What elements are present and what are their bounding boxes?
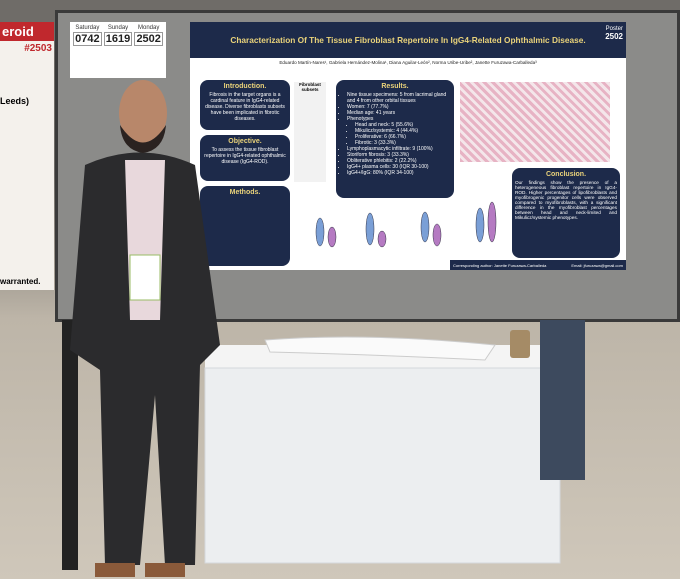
objective-box: Objective. To assess the tissue fibroblas… [200, 135, 290, 181]
badge [129, 254, 161, 301]
left-poster-number: #2503 [24, 43, 52, 54]
heading: Objective. [228, 138, 262, 145]
left-poster-title: eroid [0, 22, 54, 41]
poster-number: Poster 2502 [605, 26, 623, 41]
heading: Methods. [229, 189, 261, 196]
result-item: IgG4+ plasma cells: 30 (IQR 30-100) [347, 164, 451, 170]
day-name: Monday [138, 25, 160, 31]
email: Email: jfuruzawa@gmail.com [571, 262, 623, 268]
poster-footer: Corresponding author: Janette Furuzawa-C… [450, 260, 626, 270]
day-number: 2502 [134, 32, 164, 46]
histology-images [460, 82, 610, 162]
shoe [95, 563, 135, 577]
result-item: Fibrotic: 3 (33.3%) [355, 140, 451, 146]
cloth [264, 336, 496, 361]
heading: Conclusion. [545, 171, 587, 178]
person-beard [120, 125, 166, 153]
violin-plots [315, 201, 497, 248]
day-cell: Monday 2502 [134, 25, 164, 75]
poster-label: Poster [605, 26, 623, 32]
result-item: Nine tissue specimens: 5 from lacrimal g… [347, 92, 451, 104]
result-item: Proliferative: 6 (66.7%) [355, 134, 451, 140]
day-number: 0742 [73, 32, 102, 46]
person-suit [70, 152, 220, 565]
day-counter: Saturday 0742 Sunday 1619 Monday 2502 [70, 22, 166, 78]
introduction-box: Introduction. Fibrosis in the target orga… [200, 80, 290, 130]
poster-number-value: 2502 [605, 32, 623, 41]
result-item: Lymphoplasmacytic infiltrate: 9 (100%) [347, 146, 451, 152]
text: Fibrosis in the target organs is a cardi… [205, 92, 285, 122]
heading: Results. [381, 83, 409, 90]
author: Corresponding author: Janette Furuzawa-C… [453, 262, 547, 268]
poster-title: Characterization Of The Tissue Fibroblas… [190, 22, 626, 58]
left-poster-subtitle: Leeds) [0, 96, 30, 106]
authors: Eduardo Martín-Nares¹, Gabriela Hernánde… [279, 60, 537, 65]
result-item: Median age: 41 years [347, 110, 451, 116]
result-item: IgG4+/IgG: 80% (IQR 34-100) [347, 170, 451, 176]
day-cell: Saturday 0742 [73, 25, 102, 75]
main-poster: Characterization Of The Tissue Fibroblas… [190, 22, 626, 270]
table-skirt [204, 367, 561, 564]
result-item: Obliterative phlebitis: 2 (22.2%) [347, 158, 451, 164]
day-number: 1619 [103, 32, 133, 46]
day-name: Sunday [107, 25, 129, 31]
result-item: Storiform fibrosis: 3 (33.3%) [347, 152, 451, 158]
results-box: Results. Nine tissue specimens: 5 from la… [336, 80, 454, 198]
left-poster-footer: warranted. [0, 277, 41, 286]
board-leg [62, 320, 78, 570]
text: Our findings show the presence of a hete… [515, 180, 617, 220]
fibroblast-subsets: Fibroblast subsets [294, 82, 326, 182]
cup [510, 330, 530, 358]
heading: Fibroblast subsets [299, 82, 321, 92]
results-list: Nine tissue specimens: 5 from lacrimal g… [339, 92, 451, 176]
heading: Introduction. [223, 83, 267, 90]
shoe [145, 563, 185, 577]
result-item: Women: 7 (77.7%) [347, 104, 451, 110]
day-name: Saturday [75, 25, 100, 31]
visitor-legs [540, 320, 585, 480]
person-head [119, 80, 167, 146]
conclusion-box: Conclusion. Our findings show the presenc… [512, 168, 620, 258]
left-poster: eroid #2503 Leeds) warranted. [0, 22, 54, 290]
result-item: Mikulicz/systemic: 4 (44.4%) [355, 128, 451, 134]
text: To assess the tissue fibroblast repertoi… [204, 147, 286, 165]
day-cell: Sunday 1619 [103, 25, 133, 75]
methods-box: Methods. [200, 186, 290, 266]
result-item: Phenotypes [347, 116, 451, 122]
result-item: Head and neck: 5 (55.6%) [355, 122, 451, 128]
